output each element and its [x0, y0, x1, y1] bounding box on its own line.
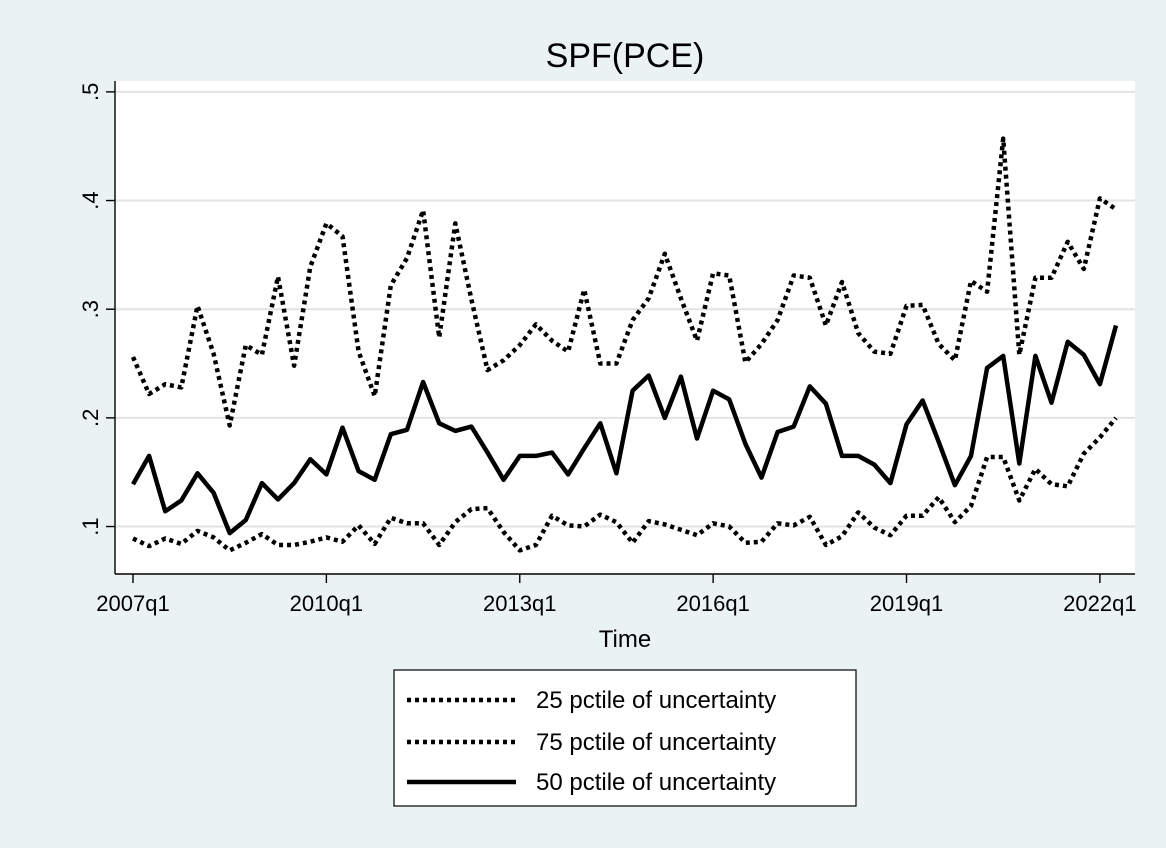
x-tick-label: 2007q1: [96, 591, 169, 616]
legend-label: 75 pctile of uncertainty: [536, 729, 776, 756]
x-tick-label: 2013q1: [483, 591, 556, 616]
series-line-2: [130, 136, 1118, 428]
y-tick-label: .4: [78, 191, 103, 209]
chart-title: SPF(PCE): [546, 37, 705, 75]
axes: .1 .2 .3 .4 .5 2007q1 2010q1 2013q1 2016q1 2019q1…: [78, 81, 1137, 616]
series-line-1: [132, 416, 1118, 553]
x-tick-label: 2019q1: [870, 591, 943, 616]
y-tick-label: .2: [78, 409, 103, 427]
y-tick-label: .3: [78, 300, 103, 318]
legend-label: 25 pctile of uncertainty: [536, 687, 776, 714]
x-axis-title: Time: [599, 626, 651, 653]
legend-label: 50 pctile of uncertainty: [536, 769, 776, 796]
y-tick-label: .1: [78, 517, 103, 535]
series-lines: [130, 136, 1119, 553]
x-tick-label: 2022q1: [1063, 591, 1136, 616]
y-tick-label: .5: [78, 83, 103, 101]
legend: 25 pctile of uncertainty 75 pctile of unc…: [393, 669, 857, 807]
x-tick-label: 2010q1: [290, 591, 363, 616]
x-tick-label: 2016q1: [676, 591, 749, 616]
series-line-3: [131, 324, 1119, 536]
